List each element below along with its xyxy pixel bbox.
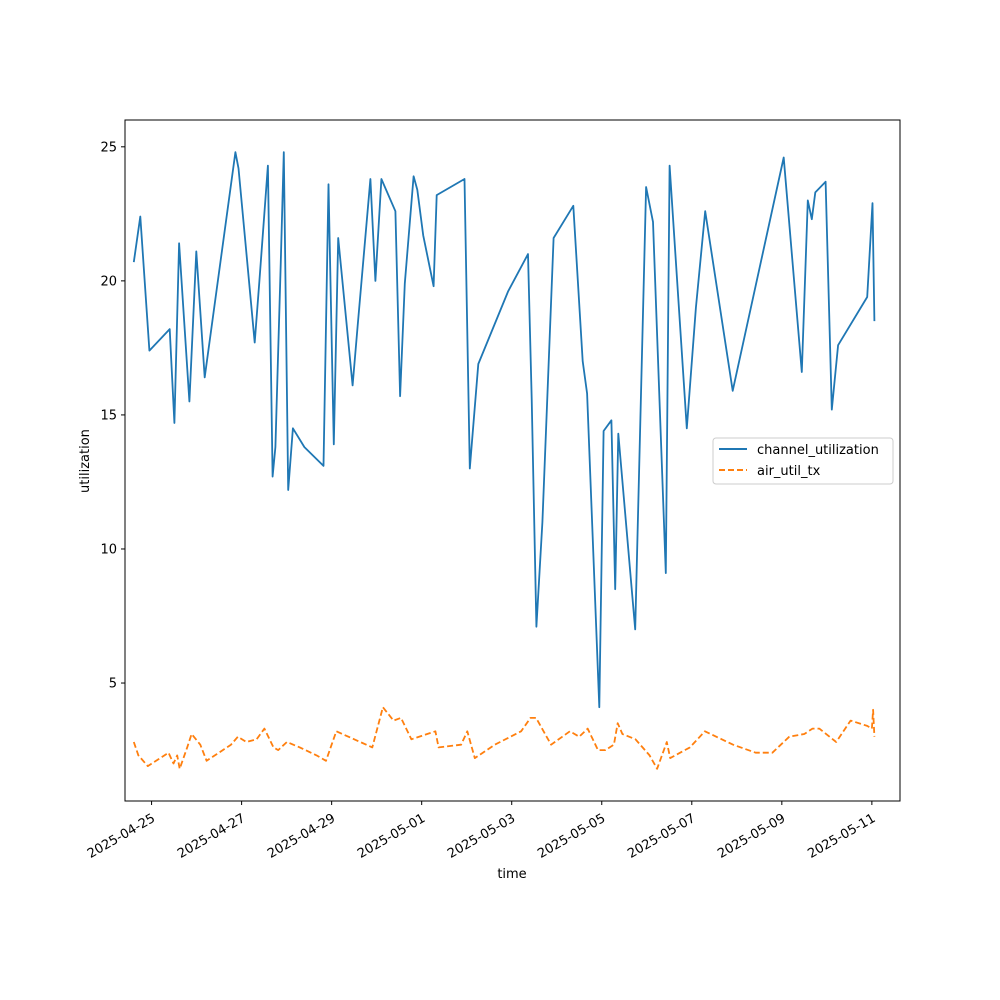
- y-tick-label: 10: [100, 542, 117, 557]
- y-tick-label: 25: [100, 140, 117, 155]
- plot-series: [132, 151, 876, 770]
- legend-box: [712, 437, 894, 485]
- y-tick-label: 20: [100, 274, 117, 289]
- legend-label-air-util-tx: air_util_tx: [757, 464, 821, 479]
- plot-frame: [124, 119, 901, 802]
- y-tick-label: 15: [100, 408, 117, 423]
- legend-label-channel-utilization: channel_utilization: [757, 443, 879, 458]
- x-axis-label: time: [497, 867, 526, 882]
- y-axis: 5 10 15 20 25: [100, 140, 125, 692]
- series-line-air-util-tx: [132, 706, 876, 770]
- legend: channel_utilization air_util_tx: [712, 437, 894, 485]
- y-axis-label: utilization: [78, 429, 93, 493]
- series-line-channel-utilization: [132, 151, 876, 709]
- y-tick-label: 5: [109, 677, 117, 692]
